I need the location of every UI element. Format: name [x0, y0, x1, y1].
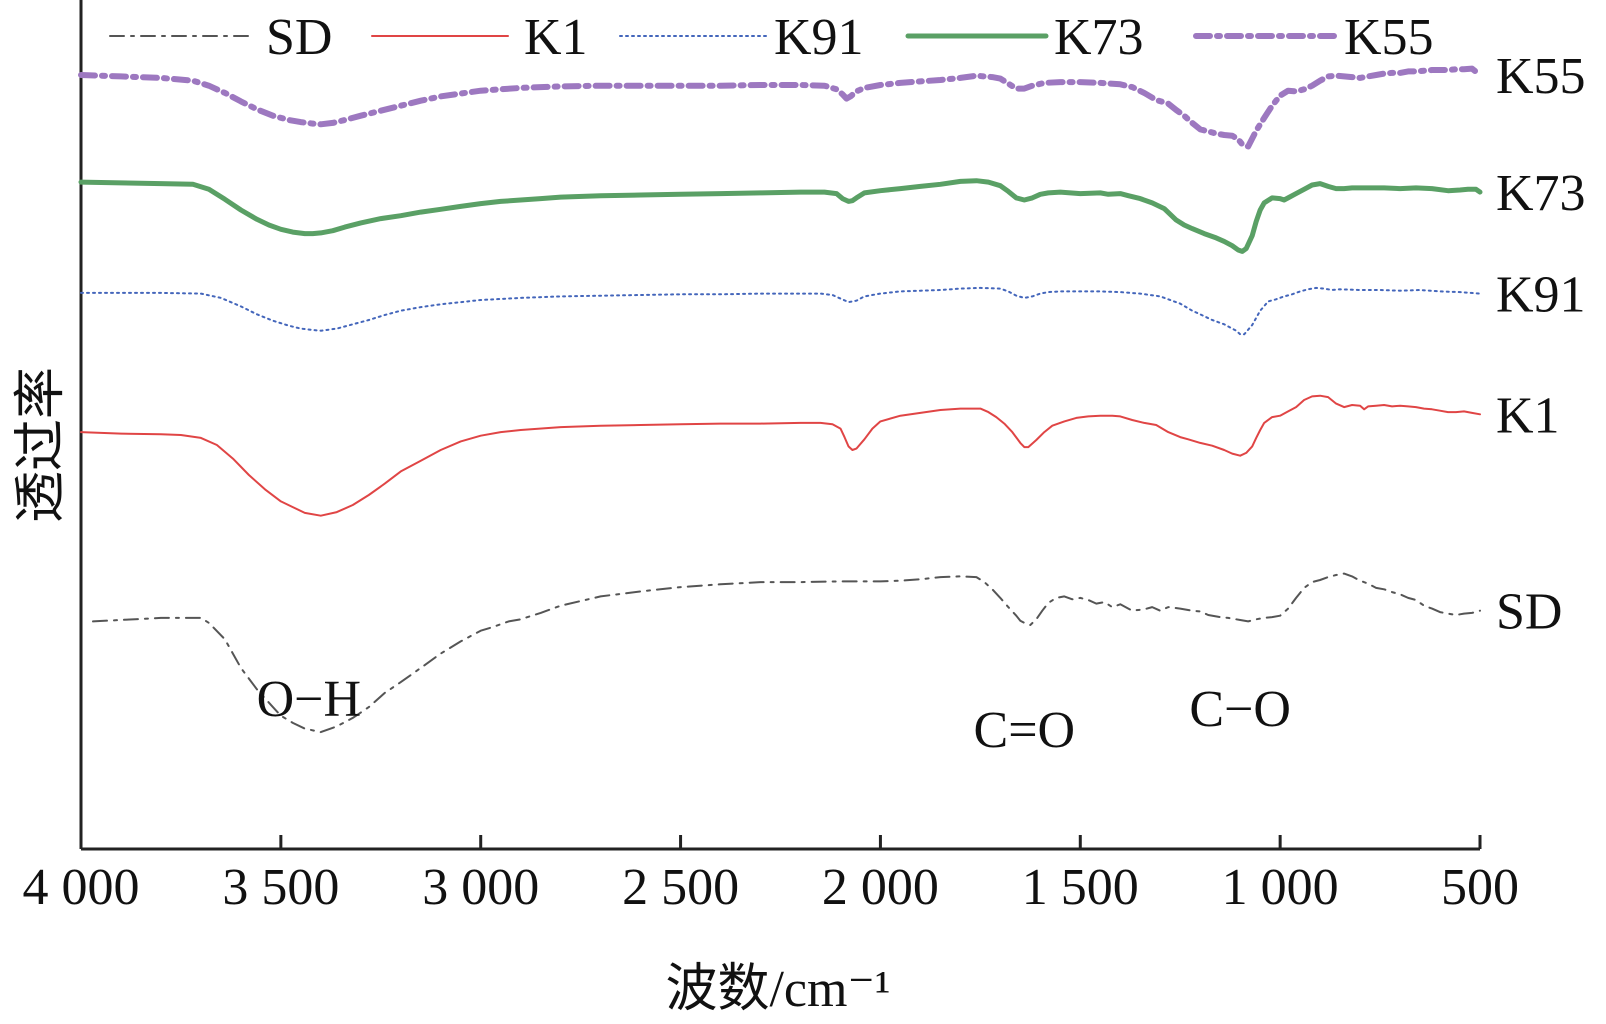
legend-label-k91: K91: [774, 9, 864, 66]
y-axis-title: 透过率: [13, 367, 70, 523]
axes: [79, 0, 1480, 851]
x-tick-label: 500: [1441, 859, 1519, 916]
series-end-label-sd: SD: [1496, 584, 1562, 641]
series-end-label-k91: K91: [1496, 267, 1586, 324]
series-line-k1: [80, 394, 1481, 517]
annotations: O−H C=O C−O: [257, 671, 1291, 759]
x-tick-label: 2 000: [822, 859, 939, 916]
legend-label-sd: SD: [266, 9, 332, 66]
series-end-label-k73: K73: [1496, 165, 1586, 222]
series-line-k55: [78, 65, 1483, 150]
series-line-k73: [78, 178, 1483, 254]
x-tick-label: 4 000: [23, 859, 140, 916]
legend-label-k55: K55: [1344, 9, 1434, 66]
x-tick-label: 1 500: [1022, 859, 1139, 916]
annotation-label: O−H: [257, 671, 361, 728]
legend-label-k1: K1: [524, 9, 588, 66]
series-end-labels: SD K1 K91 K73 K55: [1496, 48, 1586, 641]
series-line-sd: [92, 572, 1481, 734]
annotation-label: C−O: [1189, 681, 1291, 738]
series-lines: [78, 65, 1483, 734]
annotation-label: C=O: [974, 702, 1076, 759]
series-end-label-k1: K1: [1496, 387, 1560, 444]
series-end-label-k55: K55: [1496, 48, 1586, 105]
x-tick-label: 2 500: [622, 859, 739, 916]
x-axis-title: 波数/cm⁻¹: [665, 961, 890, 1018]
x-ticks: 4 000 3 500 3 000 2 500 2 000 1 500 1 000 500: [23, 835, 1519, 916]
x-tick-label: 3 500: [222, 859, 339, 916]
x-tick-label: 3 000: [422, 859, 539, 916]
legend: SD K1 K91 K73 K55: [109, 9, 1434, 66]
x-tick-label: 1 000: [1222, 859, 1339, 916]
legend-label-k73: K73: [1054, 9, 1144, 66]
series-line-k91: [80, 286, 1481, 336]
